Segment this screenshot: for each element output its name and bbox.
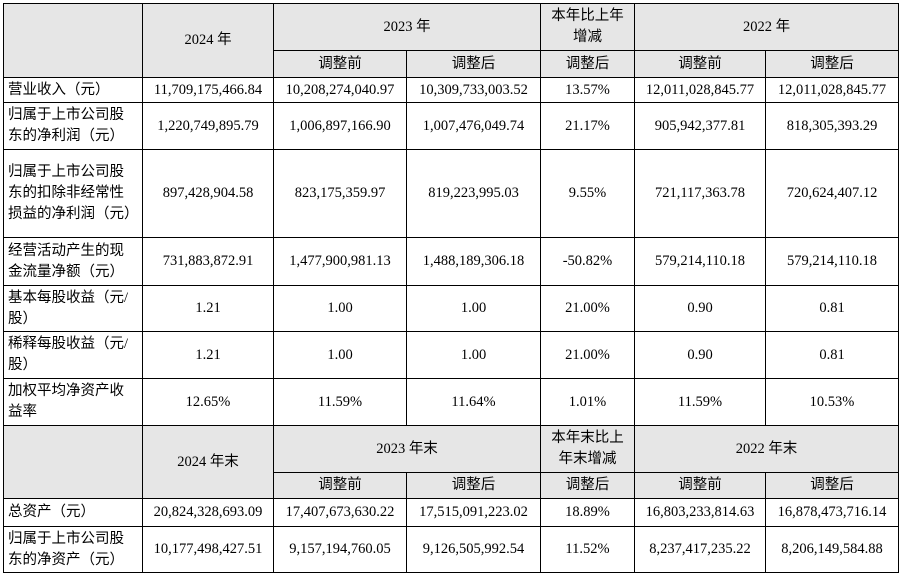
table-cell: 1,477,900,981.13 (273, 237, 407, 286)
table-cell: 调整前 (634, 50, 766, 78)
table-row: 稀释每股收益（元/股） 1.21 1.00 1.00 21.00% 0.90 0.81 (3, 331, 899, 379)
table-cell: 17,407,673,630.22 (273, 498, 407, 527)
table-cell: 0.81 (765, 285, 899, 332)
table-cell: 11.52% (540, 526, 635, 573)
table-cell: 9.55% (540, 149, 635, 238)
table-cell: 12,011,028,845.77 (634, 77, 766, 103)
table-cell: 9,126,505,992.54 (406, 526, 541, 573)
table-cell: 调整前 (273, 472, 407, 499)
table-cell (3, 3, 143, 78)
table-cell: 1.00 (406, 285, 541, 332)
table-cell: 1,006,897,166.90 (273, 102, 407, 150)
table-row: 归属于上市公司股东的净资产（元） 10,177,498,427.51 9,157,1… (3, 526, 899, 573)
table-cell: 1,007,476,049.74 (406, 102, 541, 150)
table-cell: 8,206,149,584.88 (765, 526, 899, 573)
table-cell: 721,117,363.78 (634, 149, 766, 238)
table-cell: 20,824,328,693.09 (142, 498, 274, 527)
table-cell: 21.17% (540, 102, 635, 150)
table-cell: 1.21 (142, 285, 274, 332)
table-cell: 16,803,233,814.63 (634, 498, 766, 527)
table-cell: 调整后 (406, 472, 541, 499)
table-cell: 2024 年 (142, 3, 274, 78)
table-cell: 579,214,110.18 (634, 237, 766, 286)
table-cell: 2024 年末 (142, 425, 274, 499)
table-cell: 调整后 (540, 472, 635, 499)
table-row: 基本每股收益（元/股） 1.21 1.00 1.00 21.00% 0.90 0.81 (3, 285, 899, 332)
table-cell: 11.64% (406, 378, 541, 426)
table-cell: 1.21 (142, 331, 274, 379)
table-cell: 16,878,473,716.14 (765, 498, 899, 527)
table-row: 调整前 调整后 调整后 调整前 调整后 (4, 50, 899, 78)
table-cell: 819,223,995.03 (406, 149, 541, 238)
table-cell: 10,309,733,003.52 (406, 77, 541, 103)
table-cell: 905,942,377.81 (634, 102, 766, 150)
table-cell: 10,208,274,040.97 (273, 77, 407, 103)
table-cell: 归属于上市公司股东的净资产（元） (3, 526, 143, 573)
table-cell: 总资产（元） (3, 498, 143, 527)
table-cell (3, 425, 143, 499)
table-cell: 18.89% (540, 498, 635, 527)
table-cell: 归属于上市公司股东的扣除非经常性损益的净利润（元） (3, 149, 143, 238)
financial-table: 2024 年 2023 年本年比上年增减 2022 年调整前 调整后 调整后 调整前 调整后… (3, 3, 899, 573)
table-cell: 21.00% (540, 331, 635, 379)
table-cell: 本年末比上年末增减 (540, 425, 635, 473)
table-cell: 1.00 (406, 331, 541, 379)
table-row: 营业收入（元） 11,709,175,466.84 10,208,274,040.9… (3, 77, 899, 103)
table-cell: 10.53% (765, 378, 899, 426)
table-cell: 加权平均净资产收益率 (3, 378, 143, 426)
table-cell: 11,709,175,466.84 (142, 77, 274, 103)
table-cell: 2022 年 (634, 3, 899, 51)
table-cell: 调整后 (540, 50, 635, 78)
page: 2024 年 2023 年本年比上年增减 2022 年调整前 调整后 调整后 调整前 调整后… (3, 3, 899, 573)
table-cell: 21.00% (540, 285, 635, 332)
table-cell: 579,214,110.18 (765, 237, 899, 286)
table-cell: 调整后 (406, 50, 541, 78)
table-cell: 9,157,194,760.05 (273, 526, 407, 573)
table-cell: 12.65% (142, 378, 274, 426)
table-row: 加权平均净资产收益率 12.65% 11.59% 11.64% 1.01% 11.59% 1… (3, 378, 899, 426)
table-cell: 2023 年末 (273, 425, 541, 473)
table-cell: 720,624,407.12 (765, 149, 899, 238)
table-cell: 本年比上年增减 (540, 3, 635, 51)
table-cell: 2023 年 (273, 3, 541, 51)
table-row: 总资产（元） 20,824,328,693.09 17,407,673,630.22… (3, 498, 899, 527)
table-cell: 基本每股收益（元/股） (3, 285, 143, 332)
table-cell: 12,011,028,845.77 (765, 77, 899, 103)
table-cell: -50.82% (540, 237, 635, 286)
table-cell: 1.00 (273, 331, 407, 379)
table-cell: 1,488,189,306.18 (406, 237, 541, 286)
table-cell: 17,515,091,223.02 (406, 498, 541, 527)
table-row: 2024 年 2023 年本年比上年增减 2022 年 (3, 3, 899, 78)
table-cell: 11.59% (273, 378, 407, 426)
table-row: 经营活动产生的现金流量净额（元） 731,883,872.91 1,477,900,… (3, 237, 899, 286)
table-row: 2024 年末 2023 年末 本年末比上年末增减 2022 年末 (3, 425, 899, 499)
table-row: 归属于上市公司股东的扣除非经常性损益的净利润（元） 897,428,904.58 8… (3, 149, 899, 238)
table-cell: 818,305,393.29 (765, 102, 899, 150)
table-cell: 0.90 (634, 285, 766, 332)
table-cell: 调整后 (765, 50, 899, 78)
table-cell: 调整前 (634, 472, 766, 499)
table-cell: 稀释每股收益（元/股） (3, 331, 143, 379)
table-cell: 0.81 (765, 331, 899, 379)
table-cell: 13.57% (540, 77, 635, 103)
table-cell: 0.90 (634, 331, 766, 379)
table-cell: 调整后 (765, 472, 899, 499)
table-cell: 调整前 (273, 50, 407, 78)
table-cell: 8,237,417,235.22 (634, 526, 766, 573)
table-cell: 归属于上市公司股东的净利润（元） (3, 102, 143, 150)
table-cell: 11.59% (634, 378, 766, 426)
table-cell: 1.00 (273, 285, 407, 332)
table-cell: 经营活动产生的现金流量净额（元） (3, 237, 143, 286)
table-cell: 1.01% (540, 378, 635, 426)
table-cell: 1,220,749,895.79 (142, 102, 274, 150)
table-cell: 10,177,498,427.51 (142, 526, 274, 573)
table-row: 调整前 调整后 调整后 调整前 调整后 (4, 472, 899, 499)
table-cell: 2022 年末 (634, 425, 899, 473)
table-cell: 823,175,359.97 (273, 149, 407, 238)
table-cell: 897,428,904.58 (142, 149, 274, 238)
table-cell: 731,883,872.91 (142, 237, 274, 286)
table-row: 归属于上市公司股东的净利润（元） 1,220,749,895.79 1,006,89… (3, 102, 899, 150)
table-cell: 营业收入（元） (3, 77, 143, 103)
